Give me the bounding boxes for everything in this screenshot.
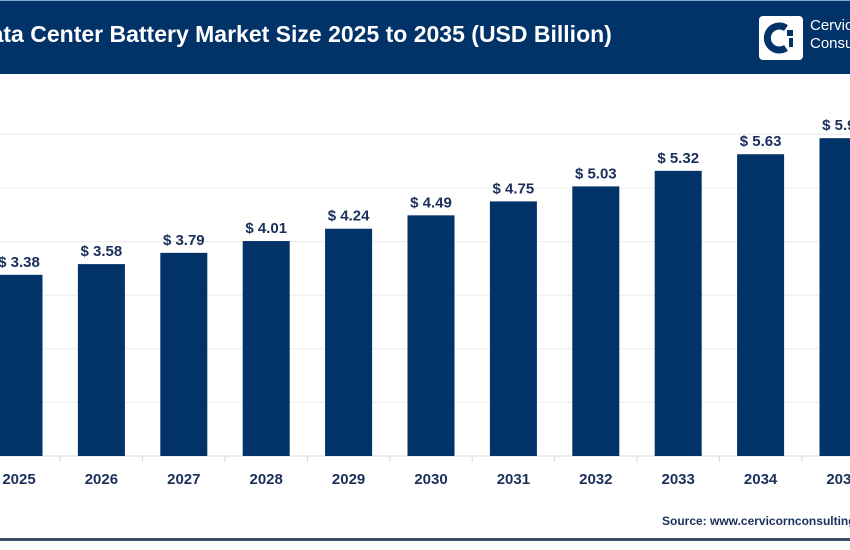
x-tick-label-2028: 2028 xyxy=(250,471,283,488)
data-label-2031: $ 4.75 xyxy=(493,180,535,197)
data-label-2035: $ 5.93 xyxy=(822,117,850,134)
bar-2033 xyxy=(654,170,702,456)
x-tick-label-2030: 2030 xyxy=(414,471,447,488)
x-tick-label-2035: 2035 xyxy=(826,471,850,488)
data-label-2030: $ 4.49 xyxy=(410,194,452,211)
x-tick-label-2033: 2033 xyxy=(662,471,695,488)
data-label-2029: $ 4.24 xyxy=(328,208,370,225)
bar-2035 xyxy=(819,138,850,457)
bar-2032 xyxy=(572,186,620,456)
data-label-2025: $ 3.38 xyxy=(0,254,40,271)
bar-2028 xyxy=(242,241,290,456)
logo-text: Cervicorn Consulting xyxy=(810,17,850,53)
chart-title: Data Center Battery Market Size 2025 to … xyxy=(0,21,612,47)
bar-2025 xyxy=(0,274,43,456)
x-tick-label-2027: 2027 xyxy=(167,471,200,488)
x-tick-label-2031: 2031 xyxy=(497,471,530,488)
header-banner: Data Center Battery Market Size 2025 to … xyxy=(0,0,850,74)
bar-2030 xyxy=(407,215,455,456)
bar-2026 xyxy=(77,264,125,456)
bottom-border xyxy=(0,538,850,541)
x-tick-label-2026: 2026 xyxy=(85,471,118,488)
data-label-2026: $ 3.58 xyxy=(81,243,123,260)
logo-line1: Cervicorn xyxy=(810,17,850,34)
data-label-2034: $ 5.63 xyxy=(740,133,782,150)
data-label-2028: $ 4.01 xyxy=(245,220,287,237)
x-tick-label-2025: 2025 xyxy=(2,471,35,488)
bar-2027 xyxy=(160,252,208,456)
bar-2034 xyxy=(737,154,785,456)
x-tick-label-2032: 2032 xyxy=(579,471,612,488)
source-text: Source: www.cervicornconsulting.com xyxy=(662,514,850,528)
bar-2031 xyxy=(489,201,537,456)
data-label-2033: $ 5.32 xyxy=(657,150,699,167)
logo-line2: Consulting xyxy=(810,35,850,52)
bar-2029 xyxy=(325,228,373,456)
data-label-2032: $ 5.03 xyxy=(575,165,617,182)
data-label-2027: $ 3.79 xyxy=(163,232,205,249)
logo-icon xyxy=(759,16,803,60)
x-tick-label-2034: 2034 xyxy=(744,471,778,488)
x-tick-label-2029: 2029 xyxy=(332,471,365,488)
